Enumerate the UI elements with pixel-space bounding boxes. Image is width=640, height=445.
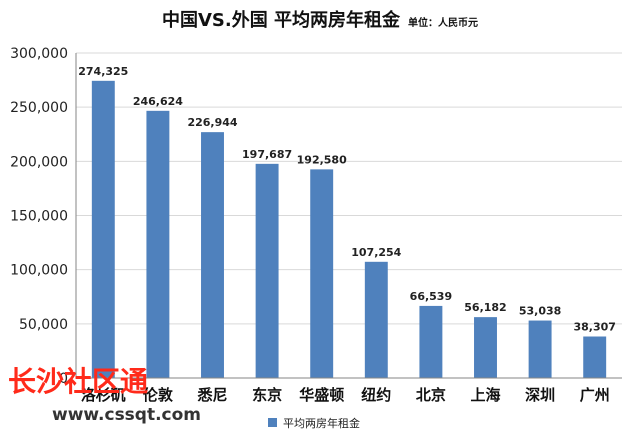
y-tick-label: 150,000 (10, 209, 68, 225)
x-tick-label: 深圳 (525, 386, 555, 404)
bar (583, 336, 607, 378)
y-tick-label: 300,000 (10, 46, 68, 62)
data-label: 66,539 (410, 290, 452, 303)
x-tick-label: 上海 (470, 386, 500, 404)
chart-title-row: 中国VS.外国 平均两房年租金 单位：人民币元 (0, 6, 640, 32)
bar (364, 261, 388, 378)
x-tick-label: 伦敦 (143, 386, 174, 404)
watermark-site-url: www.cssqt.com (52, 405, 201, 425)
legend-swatch (268, 418, 277, 427)
x-tick-label: 北京 (416, 386, 446, 404)
watermark-site-name: 长沙社区通 (8, 365, 148, 398)
x-tick-label: 纽约 (361, 386, 391, 404)
x-tick-label: 洛杉矶 (81, 386, 126, 404)
y-tick-label: 200,000 (10, 154, 68, 170)
y-tick-label: 50,000 (19, 317, 68, 333)
x-tick-label: 广州 (580, 386, 610, 404)
bar (201, 132, 224, 378)
legend-label: 平均两房年租金 (283, 416, 360, 430)
y-tick-label: 250,000 (10, 100, 68, 116)
data-label: 38,307 (573, 321, 615, 334)
bar (146, 110, 170, 378)
chart-title: 中国VS.外国 平均两房年租金 (162, 10, 400, 31)
bar (255, 163, 279, 378)
bar (310, 169, 334, 378)
data-label: 56,182 (464, 301, 506, 314)
data-label: 53,038 (519, 305, 561, 318)
data-label: 107,254 (351, 246, 401, 259)
bar (419, 305, 443, 378)
data-label: 192,580 (297, 153, 347, 166)
bar (91, 80, 115, 379)
chart-subtitle: 单位：人民币元 (408, 18, 478, 29)
data-label: 246,624 (133, 95, 183, 108)
y-tick-label: 100,000 (10, 263, 68, 279)
bar (474, 317, 497, 378)
x-tick-label: 悉尼 (196, 386, 227, 404)
data-label: 197,687 (242, 148, 292, 161)
x-tick-label: 东京 (252, 386, 282, 404)
bar (528, 320, 552, 378)
data-label: 274,325 (78, 65, 128, 78)
y-tick-label: 0 (59, 371, 68, 387)
x-tick-label: 华盛顿 (299, 386, 344, 404)
data-label: 226,944 (187, 116, 237, 129)
